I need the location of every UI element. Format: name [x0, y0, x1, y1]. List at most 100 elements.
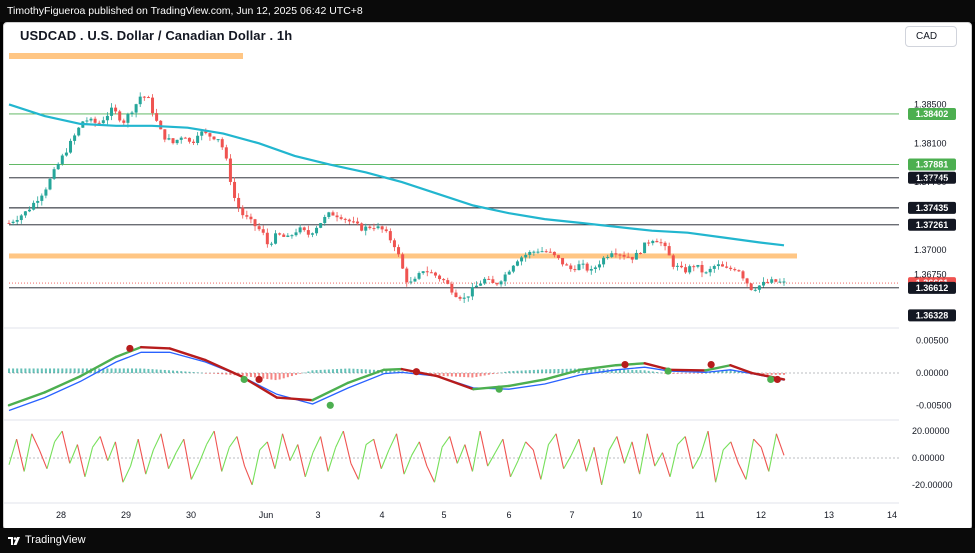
candle-body: [684, 267, 688, 273]
candle-body: [388, 231, 392, 241]
osc-line-segment: [426, 465, 435, 483]
macd-histogram-bar: [274, 373, 277, 381]
osc-line-segment: [357, 444, 367, 480]
macd-histogram-bar: [348, 368, 351, 373]
candle-body: [511, 265, 515, 272]
osc-line-segment: [304, 452, 314, 478]
osc-line-segment: [289, 444, 299, 461]
osc-line-segment: [578, 439, 587, 472]
candle-body: [733, 269, 737, 271]
osc-line-segment: [517, 441, 527, 461]
candle-body: [540, 251, 544, 253]
osc-line-segment: [646, 433, 656, 467]
macd-line-segment: [543, 368, 582, 381]
macd-line-segment: [275, 396, 314, 402]
candle-body: [179, 137, 183, 140]
candle-body: [491, 279, 495, 284]
publish-bar: TimothyFigueroa published on TradingView…: [0, 0, 975, 22]
chart-frame[interactable]: 1.38402 1.37881 1.37745 1.37435 1.37261 1.366…: [3, 22, 972, 530]
macd-histogram-bar: [676, 373, 679, 374]
macd-histogram-bar: [778, 373, 781, 375]
macd-histogram-bar: [483, 373, 486, 376]
candle-body: [401, 254, 405, 269]
macd-histogram-bar: [651, 371, 654, 373]
macd-line-segment: [507, 378, 546, 388]
candle-body: [335, 215, 339, 218]
candle-body: [237, 197, 241, 208]
candle-body: [364, 226, 368, 231]
footer-bar: TradingView: [0, 528, 975, 553]
candle-body: [302, 227, 306, 231]
osc-line-segment: [213, 430, 223, 472]
candle-body: [741, 271, 745, 279]
macd-histogram-bar: [741, 372, 744, 374]
candle-body: [142, 96, 146, 98]
time-axis-tick: 28: [56, 510, 66, 520]
osc-line-segment: [502, 439, 512, 477]
macd-histogram-bar: [135, 368, 138, 373]
time-axis-tick: 10: [632, 510, 642, 520]
macd-histogram-bar: [225, 373, 228, 375]
candle-body: [708, 268, 712, 273]
macd-signal-dot: [240, 375, 248, 384]
symbol-title[interactable]: USDCAD . U.S. Dollar / Canadian Dollar .…: [20, 28, 293, 43]
macd-histogram-bar: [614, 369, 617, 373]
candle-body: [774, 279, 778, 282]
candle-body: [536, 251, 540, 253]
price-tag: [908, 281, 956, 294]
osc-line-segment: [206, 430, 215, 445]
macd-histogram-bar: [610, 369, 613, 373]
candle-body: [745, 278, 749, 284]
macd-histogram-bar: [647, 370, 650, 373]
macd-histogram-bar: [643, 370, 646, 373]
macd-histogram-bar: [352, 368, 355, 373]
osc-line-segment: [152, 433, 162, 451]
candle-body: [282, 234, 286, 237]
macd-histogram-bar: [733, 370, 736, 373]
candle-body: [630, 256, 634, 260]
candle-body: [257, 226, 261, 230]
osc-line-segment: [677, 436, 686, 445]
macd-histogram-bar: [204, 373, 207, 374]
osc-line-segment: [745, 439, 755, 480]
top-zone-box: [9, 53, 243, 59]
candle-body: [573, 269, 577, 271]
candle-body: [585, 263, 589, 271]
candle-body: [761, 281, 765, 286]
macd-histogram-bar: [49, 368, 52, 373]
macd-histogram-bar: [61, 368, 64, 373]
osc-line-segment: [715, 449, 724, 483]
osc-line-segment: [639, 433, 648, 475]
candle-body: [520, 257, 524, 262]
macd-histogram-bar: [85, 368, 88, 373]
candle-body: [696, 264, 700, 267]
candle-body: [290, 235, 294, 237]
macd-histogram-bar: [692, 373, 695, 374]
candle-body: [339, 217, 343, 219]
macd-histogram-bar: [151, 369, 154, 373]
macd-histogram-bar: [208, 373, 211, 374]
osc-line-segment: [76, 444, 86, 477]
osc-line-segment: [183, 439, 192, 480]
candle-body: [602, 257, 606, 265]
macd-histogram-bar: [504, 371, 507, 373]
moving-average-line: [8, 103, 785, 247]
chart-canvas[interactable]: 1.38402 1.37881 1.37745 1.37435 1.37261 1.366…: [4, 23, 971, 529]
candle-body: [712, 266, 716, 269]
candle-body: [544, 251, 548, 253]
macd-histogram-bar: [303, 372, 306, 374]
macd-histogram-bar: [44, 368, 47, 373]
candle-body: [56, 163, 60, 170]
candle-body: [589, 269, 593, 271]
candle-body: [343, 218, 347, 220]
osc-line-segment: [601, 449, 610, 486]
macd-histogram-bar: [36, 368, 39, 373]
currency-button[interactable]: CAD: [905, 26, 957, 47]
macd-signal-dot: [495, 385, 503, 393]
candle-body: [310, 233, 314, 235]
macd-line-segment: [114, 345, 143, 359]
candle-body: [450, 283, 454, 293]
candle-body: [655, 240, 659, 243]
macd-histogram-bar: [557, 369, 560, 373]
candle-body: [11, 221, 15, 223]
